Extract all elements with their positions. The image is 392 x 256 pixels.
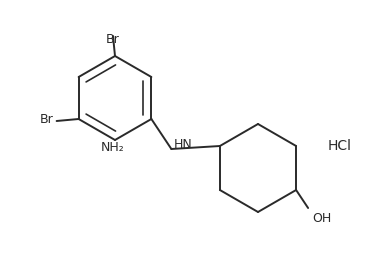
Text: Br: Br: [40, 113, 54, 126]
Text: Br: Br: [106, 33, 120, 46]
Text: HN: HN: [173, 138, 192, 151]
Text: NH₂: NH₂: [101, 141, 125, 154]
Text: HCl: HCl: [328, 139, 352, 153]
Text: OH: OH: [312, 212, 331, 225]
